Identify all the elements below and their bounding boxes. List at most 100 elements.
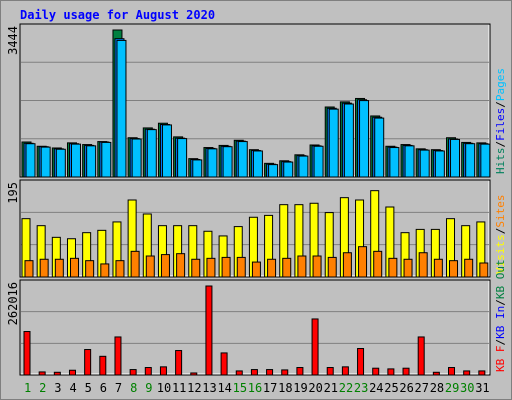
bar-kb-f-day-5 [84,349,92,376]
bar-sites-day-6 [100,263,110,278]
legend-entry: KB F [494,346,507,373]
legend-entry: / [494,228,507,235]
bar-kb-f-day-29 [448,367,456,376]
bar-sites-day-3 [54,258,64,278]
bar-sites-day-2 [39,258,49,278]
bar-pages-day-19 [298,155,309,178]
legend-entry: Hits [494,148,507,175]
x-tick-label-7: 7 [115,381,122,395]
bar-pages-day-2 [40,146,51,178]
x-tick-label-4: 4 [69,381,76,395]
x-tick-label-21: 21 [324,381,338,395]
bar-pages-day-21 [328,108,339,178]
bar-pages-day-22 [343,103,354,178]
bar-pages-day-11 [177,138,188,178]
bar-sites-day-4 [69,257,79,278]
bar-kb-f-day-18 [281,369,289,376]
legend-entry: Pages [494,68,507,101]
x-tick-label-22: 22 [339,381,353,395]
x-tick-label-23: 23 [354,381,368,395]
bar-sites-day-13 [206,257,216,278]
bar-sites-day-20 [312,255,322,278]
bar-sites-day-14 [221,256,231,278]
bar-pages-day-4 [70,143,81,178]
bar-kb-f-day-12 [190,372,198,376]
bar-pages-day-13 [207,148,218,178]
bar-sites-day-26 [403,258,413,278]
bar-kb-f-day-4 [68,369,76,376]
bar-kb-f-day-20 [311,318,319,376]
bar-kb-f-day-24 [372,367,380,376]
bar-pages-day-16 [252,150,263,178]
bar-kb-f-day-22 [341,366,349,376]
x-tick-label-19: 19 [293,381,307,395]
x-tick-label-24: 24 [369,381,383,395]
panel-legend: Visits/Sites [494,195,507,275]
bar-kb-f-day-26 [402,367,410,376]
bar-pages-day-3 [55,148,66,178]
x-tick-label-5: 5 [85,381,92,395]
bar-pages-day-23 [359,100,370,178]
x-tick-label-13: 13 [202,381,216,395]
bar-kb-f-day-31 [478,370,486,376]
bar-pages-day-27 [419,149,430,178]
bar-kb-f-day-8 [129,369,137,376]
bar-pages-day-10 [161,124,172,178]
bar-kb-f-day-14 [220,352,228,376]
bar-sites-day-5 [85,260,95,278]
bar-sites-day-24 [373,250,383,278]
legend-entry: / [494,101,507,108]
x-tick-label-20: 20 [308,381,322,395]
bar-kb-f-day-27 [417,336,425,376]
legend-entry: KB In [494,306,507,339]
x-tick-label-26: 26 [399,381,413,395]
bar-kb-f-day-16 [250,369,258,376]
x-tick-label-17: 17 [263,381,277,395]
bar-pages-day-1 [25,143,36,178]
bar-sites-day-11 [176,253,186,278]
bar-sites-day-19 [297,255,307,278]
x-tick-label-3: 3 [54,381,61,395]
x-tick-label-27: 27 [415,381,429,395]
bar-pages-day-28 [434,150,445,178]
x-tick-label-25: 25 [384,381,398,395]
bar-sites-day-8 [130,250,140,278]
legend-entry: / [494,141,507,148]
bar-pages-day-24 [374,117,385,178]
bar-sites-day-21 [327,256,337,278]
bar-pages-day-9 [146,129,157,178]
bar-kb-f-day-19 [296,367,304,376]
bar-kb-f-day-21 [326,367,334,376]
x-tick-label-29: 29 [445,381,459,395]
legend-entry: Visits [494,234,507,274]
bar-pages-day-17 [268,164,279,178]
bar-pages-day-14 [222,146,233,178]
panel-legend: KB F/KB In/KB Out [494,259,507,372]
panel-max-label: 262016 [6,282,20,325]
panel-max-label: 3444 [6,26,20,55]
bar-sites-day-12 [191,258,201,278]
bar-sites-day-7 [115,260,125,278]
bar-pages-day-25 [389,147,400,178]
bar-sites-day-25 [388,257,398,278]
bar-sites-day-17 [267,258,277,278]
bar-sites-day-10 [160,254,170,278]
x-tick-label-31: 31 [475,381,489,395]
bar-kb-f-day-6 [99,355,107,376]
bar-kb-f-day-25 [387,368,395,376]
legend-entry: Sites [494,195,507,228]
legend-entry: KB Out [494,259,507,299]
bar-pages-day-8 [131,138,142,178]
bar-sites-day-29 [449,260,459,278]
x-tick-label-14: 14 [217,381,231,395]
x-tick-label-8: 8 [130,381,137,395]
x-tick-label-12: 12 [187,381,201,395]
bar-sites-day-9 [145,255,155,278]
bar-sites-day-18 [282,257,292,278]
bar-pages-day-7 [116,39,127,178]
bar-pages-day-26 [404,145,415,178]
bar-sites-day-28 [433,258,443,278]
x-tick-label-9: 9 [145,381,152,395]
bar-sites-day-27 [418,252,428,278]
